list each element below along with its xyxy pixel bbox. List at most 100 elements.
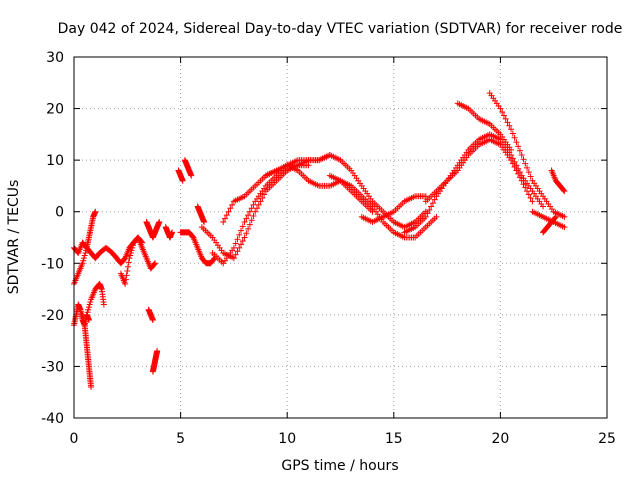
series-arc-25 (486, 90, 568, 220)
data-point (540, 203, 547, 210)
data-point (234, 248, 241, 255)
data-point (152, 260, 159, 267)
data-point (248, 205, 255, 212)
data-point (80, 255, 87, 262)
data-point (121, 255, 128, 262)
data-point (122, 276, 129, 283)
series-arc-9 (149, 347, 161, 375)
x-axis-label: GPS time / hours (281, 458, 398, 474)
data-point (500, 112, 507, 119)
data-point (560, 187, 567, 194)
y-tick-label: 20 (46, 102, 64, 118)
data-point (552, 213, 559, 220)
data-point (149, 317, 156, 324)
y-tick-label: -20 (41, 308, 64, 324)
data-point (522, 184, 529, 191)
x-tick-label: 0 (70, 431, 79, 447)
data-point (529, 198, 536, 205)
data-point (508, 126, 515, 133)
y-tick-label: -10 (41, 256, 64, 272)
series-arc-23 (422, 136, 536, 205)
data-points (71, 90, 568, 391)
data-point (431, 196, 438, 203)
data-point (246, 208, 253, 215)
data-point (253, 205, 260, 212)
series-arc-22 (401, 131, 547, 236)
series-arc-19 (284, 151, 429, 231)
data-point (83, 311, 90, 318)
data-point (239, 223, 246, 230)
series-arc-24 (454, 100, 515, 153)
x-tick-label: 15 (385, 431, 403, 447)
data-point (124, 268, 131, 275)
series-arc-7 (143, 219, 163, 241)
x-tick-label: 25 (598, 431, 616, 447)
data-point (225, 208, 232, 215)
data-point (245, 225, 252, 232)
data-point (129, 244, 136, 251)
x-tick-label: 10 (278, 431, 296, 447)
data-point (127, 252, 134, 259)
data-point (515, 170, 522, 177)
data-point (429, 200, 436, 207)
data-point (241, 219, 248, 226)
data-point (127, 249, 134, 256)
data-point (122, 280, 129, 287)
data-point (516, 147, 523, 154)
data-point (125, 263, 132, 270)
data-point (561, 188, 568, 195)
data-point (236, 244, 243, 251)
data-point (513, 167, 520, 174)
data-point (518, 177, 525, 184)
series-arc-3 (79, 311, 95, 391)
data-point (428, 203, 435, 210)
data-point (241, 234, 248, 241)
y-tick-label: -40 (41, 411, 64, 427)
data-point (284, 167, 291, 174)
series-arc-5 (83, 280, 107, 318)
data-point (80, 257, 87, 264)
y-tick-label: 0 (55, 205, 64, 221)
data-point (129, 242, 136, 249)
series-arc-8 (145, 306, 156, 324)
data-point (125, 259, 132, 266)
data-point (222, 215, 229, 222)
series-arc-11 (175, 167, 186, 184)
data-point (527, 194, 534, 201)
y-tick-label: 10 (46, 153, 64, 169)
data-point (229, 201, 236, 208)
series-arc-27 (540, 213, 559, 236)
data-point (245, 212, 252, 219)
data-point (83, 247, 90, 254)
data-point (522, 160, 529, 167)
data-point (252, 208, 259, 215)
data-point (525, 169, 532, 176)
data-point (236, 231, 243, 238)
data-point (520, 181, 527, 188)
series-arc-4 (71, 208, 99, 287)
x-tick-label: 5 (176, 431, 185, 447)
data-point (502, 115, 509, 122)
data-point (79, 260, 86, 267)
data-point (82, 249, 89, 256)
data-point (85, 317, 92, 324)
axis-ticks: 0 5 10 15 20 25 -40 -30 -20 -10 0 10 20 30 (41, 50, 616, 447)
data-point (88, 384, 95, 391)
data-point (561, 224, 568, 231)
data-point (261, 191, 268, 198)
data-point (126, 255, 133, 262)
data-point (518, 151, 525, 158)
data-point (239, 237, 246, 244)
data-point (230, 244, 237, 251)
plot-frame (73, 56, 608, 419)
data-point (259, 194, 266, 201)
data-point (527, 173, 534, 180)
data-point (433, 213, 440, 220)
data-point (86, 301, 93, 308)
y-tick-label: 30 (46, 50, 64, 66)
series-arc-13 (177, 229, 218, 267)
data-point (511, 134, 518, 141)
data-point (424, 210, 431, 217)
x-tick-label: 20 (491, 431, 509, 447)
series-arc-28 (548, 167, 568, 195)
